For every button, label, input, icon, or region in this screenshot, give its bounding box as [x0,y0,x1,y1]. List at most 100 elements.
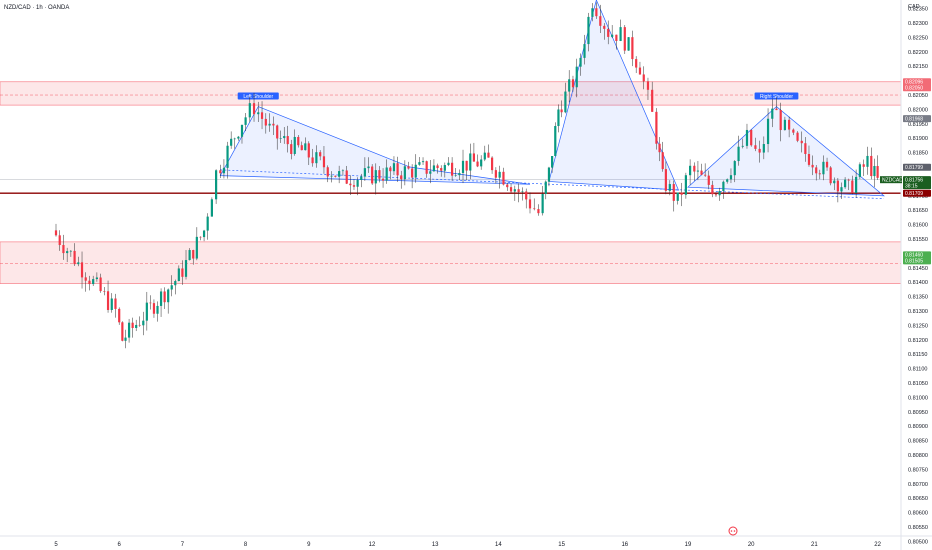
right-shoulder-shape [687,106,885,197]
candle-body [707,175,710,185]
candle-body [528,199,532,209]
candle-body [363,168,366,177]
candle-body [568,79,571,92]
candle-body [304,143,307,151]
candle-body [718,190,721,196]
candle-body [729,175,733,180]
candle-body [403,166,406,180]
price-tick-label: 0.80700 [908,482,928,488]
candle-body [758,148,761,153]
candle-body [279,138,282,139]
candle-body [554,126,557,157]
candle-body [676,192,679,201]
price-tick-label: 0.81350 [908,295,928,301]
countdown-text: 38:15 [905,183,918,189]
candle-body [829,167,832,184]
candle-body [62,245,65,254]
time-tick-label: 20 [748,542,755,548]
level-label: 0.81799 [903,163,931,171]
candle-body [651,89,654,112]
time-tick-label: 14 [495,542,502,548]
time-tick-label: 8 [244,542,248,548]
candle-body [341,170,345,172]
support-zone-label-text2: 0.81505 [905,259,923,265]
candle-body [195,236,198,259]
candle-body [521,191,524,193]
price-tick-label: 0.81300 [908,309,928,315]
candle-body [230,138,233,146]
price-axis[interactable]: 0.823500.823000.822500.822000.821500.821… [908,7,928,546]
candle-body [219,170,222,174]
candle-body [615,34,618,41]
right-shoulder-label: Right Shoulder [754,92,799,100]
candle-body [544,181,547,195]
time-tick-label: 21 [811,542,818,548]
candle-body [367,166,370,169]
candle-body [440,168,443,171]
level-label-text: 0.81799 [905,165,923,171]
candles-layer [54,2,879,349]
candle-body [118,308,121,323]
candle-body [638,67,642,75]
candle-body [779,110,782,131]
candle-body [483,152,486,160]
price-tick-label: 0.82200 [908,50,928,56]
symbol-title[interactable]: NZD/CAD · 1h · OANDA [4,5,69,11]
candle-body [54,230,58,236]
candle-body [215,170,218,200]
candle-body [88,280,91,285]
price-tick-label: 0.82350 [908,7,928,13]
candle-body [551,156,554,168]
candle-body [836,180,839,192]
price-tick-label: 0.81650 [908,208,928,214]
candle-body [509,187,513,192]
event-marker-icon[interactable] [728,526,738,536]
candle-body [668,184,671,191]
candle-body [222,167,226,174]
price-tick-label: 0.82050 [908,93,928,99]
lines-layer [0,179,901,194]
price-tick-label: 0.80750 [908,467,928,473]
candle-body [658,143,661,153]
candle-body [334,175,337,177]
candle-body [792,129,795,133]
symbol-tag-text: NZDCAD [882,177,903,183]
candle-body [163,291,166,303]
candle-body [533,208,536,210]
candle-body [425,161,428,174]
right-shoulder-label-box [754,92,799,100]
candle-body [152,303,156,314]
currency-label: CAD [908,4,920,10]
candle-body [124,337,127,341]
price-tick-label: 0.81450 [908,266,928,272]
candle-body [766,118,770,145]
candle-body [611,34,614,37]
candle-body [680,192,683,195]
price-axis-background[interactable] [901,0,932,550]
time-tick-label: 13 [432,542,439,548]
candle-body [58,235,61,246]
candle-body [762,144,765,153]
price-tick-label: 0.80800 [908,453,928,459]
candle-body [322,156,326,168]
candle-body [451,162,454,176]
candle-body [260,112,264,119]
candle-body [833,180,836,184]
candle-body [290,144,293,154]
candle-body [469,153,472,171]
price-labels: 0.820960.820500.819680.817990.817090.814… [880,78,931,265]
candle-body [631,37,634,60]
candle-body [135,324,138,328]
support-zone [0,241,902,284]
candle-body [800,140,803,144]
time-axis[interactable]: 5 6 7 8 9 12 13 14 15 16 19 20 21 22 [54,542,881,548]
candle-body [696,170,700,172]
candle-body [349,183,352,186]
price-tick-label: 0.80850 [908,439,928,445]
price-tick-label: 0.81400 [908,280,928,286]
candle-body [547,167,551,182]
candle-body [293,136,296,154]
candle-body [851,180,854,193]
candle-body [595,8,598,17]
